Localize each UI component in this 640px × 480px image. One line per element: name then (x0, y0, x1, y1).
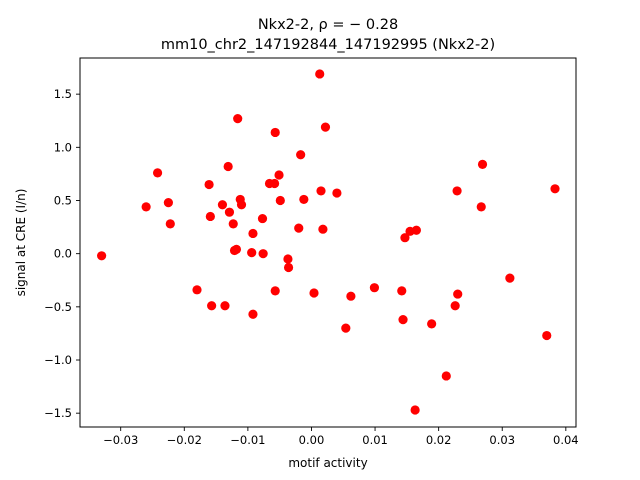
x-tick-label: 0.03 (489, 433, 515, 447)
data-point-45 (398, 315, 408, 325)
data-points (97, 69, 560, 415)
data-point-54 (453, 289, 463, 299)
x-tick-label: −0.03 (103, 433, 138, 447)
data-point-43 (369, 283, 380, 293)
x-tick-label: −0.01 (230, 433, 265, 447)
data-point-58 (542, 330, 552, 341)
y-tick-label: 0.5 (54, 193, 72, 207)
data-point-42 (346, 291, 356, 301)
data-point-26 (270, 127, 280, 138)
data-point-57 (505, 273, 515, 283)
data-point-59 (550, 184, 560, 194)
data-point-36 (315, 69, 325, 79)
data-point-48 (410, 405, 420, 415)
data-point-2 (152, 168, 163, 178)
y-tick-label: 1.5 (54, 87, 72, 101)
data-point-32 (294, 223, 304, 233)
data-point-12 (224, 207, 235, 217)
data-point-1 (141, 202, 151, 212)
data-point-22 (257, 213, 268, 224)
data-point-9 (217, 200, 228, 210)
data-point-56 (477, 159, 488, 169)
chart-title-line-1: Nkx2-2, ρ = − 0.28 (258, 17, 398, 33)
y-axis-ticks: −1.5 −1.0 −0.5 0.0 0.5 1.0 1.5 (44, 87, 80, 420)
data-point-10 (220, 301, 230, 311)
data-point-49 (411, 225, 421, 235)
plot-area-frame (79, 57, 577, 428)
x-tick-label: 0.01 (362, 433, 388, 447)
data-point-11 (223, 161, 233, 172)
x-tick-label: −0.02 (167, 433, 202, 447)
data-point-29 (275, 195, 285, 206)
data-point-52 (450, 301, 460, 311)
data-point-21 (248, 309, 258, 319)
data-point-30 (283, 254, 293, 264)
data-point-3 (163, 198, 173, 208)
y-tick-label: 1.0 (54, 140, 72, 154)
data-point-13 (228, 219, 238, 229)
data-point-16 (233, 114, 243, 124)
data-point-6 (204, 179, 214, 190)
data-point-15 (231, 244, 242, 255)
data-point-35 (309, 288, 319, 298)
data-point-23 (258, 249, 268, 259)
data-point-50 (427, 319, 437, 329)
data-point-51 (441, 371, 451, 381)
data-point-31 (283, 262, 294, 273)
data-point-27 (270, 286, 280, 296)
data-point-33 (296, 150, 306, 160)
data-point-46 (400, 233, 410, 243)
data-point-8 (207, 301, 217, 311)
x-tick-label: 0.02 (426, 433, 452, 447)
data-point-28 (274, 170, 284, 180)
data-point-39 (320, 122, 331, 132)
data-point-20 (248, 228, 258, 239)
x-tick-label: 0.00 (299, 433, 325, 447)
data-point-53 (452, 186, 462, 196)
data-point-44 (397, 286, 407, 296)
x-tick-label: 0.04 (553, 433, 579, 447)
x-axis-ticks: −0.03 −0.02 −0.01 0.00 0.01 0.02 0.03 0.04 (103, 427, 579, 447)
data-point-40 (332, 188, 342, 198)
data-point-19 (247, 248, 257, 258)
data-point-34 (299, 194, 309, 205)
y-axis-label: signal at CRE (I/n) (14, 189, 28, 297)
chart-title-line-2: mm10_chr2_147192844_147192995 (Nkx2-2) (161, 37, 495, 53)
x-axis-label: motif activity (288, 456, 367, 470)
data-point-18 (236, 200, 247, 210)
y-tick-label: −1.0 (44, 353, 72, 367)
data-point-5 (192, 285, 202, 295)
data-point-25 (269, 178, 280, 189)
data-point-55 (476, 202, 486, 212)
y-tick-label: −0.5 (44, 300, 72, 314)
y-tick-label: 0.0 (54, 247, 72, 261)
y-tick-label: −1.5 (44, 406, 72, 420)
data-point-41 (341, 323, 351, 333)
data-point-7 (205, 211, 215, 222)
data-point-37 (316, 186, 326, 196)
data-point-38 (318, 224, 328, 234)
data-point-4 (165, 219, 175, 229)
data-point-0 (97, 251, 107, 261)
